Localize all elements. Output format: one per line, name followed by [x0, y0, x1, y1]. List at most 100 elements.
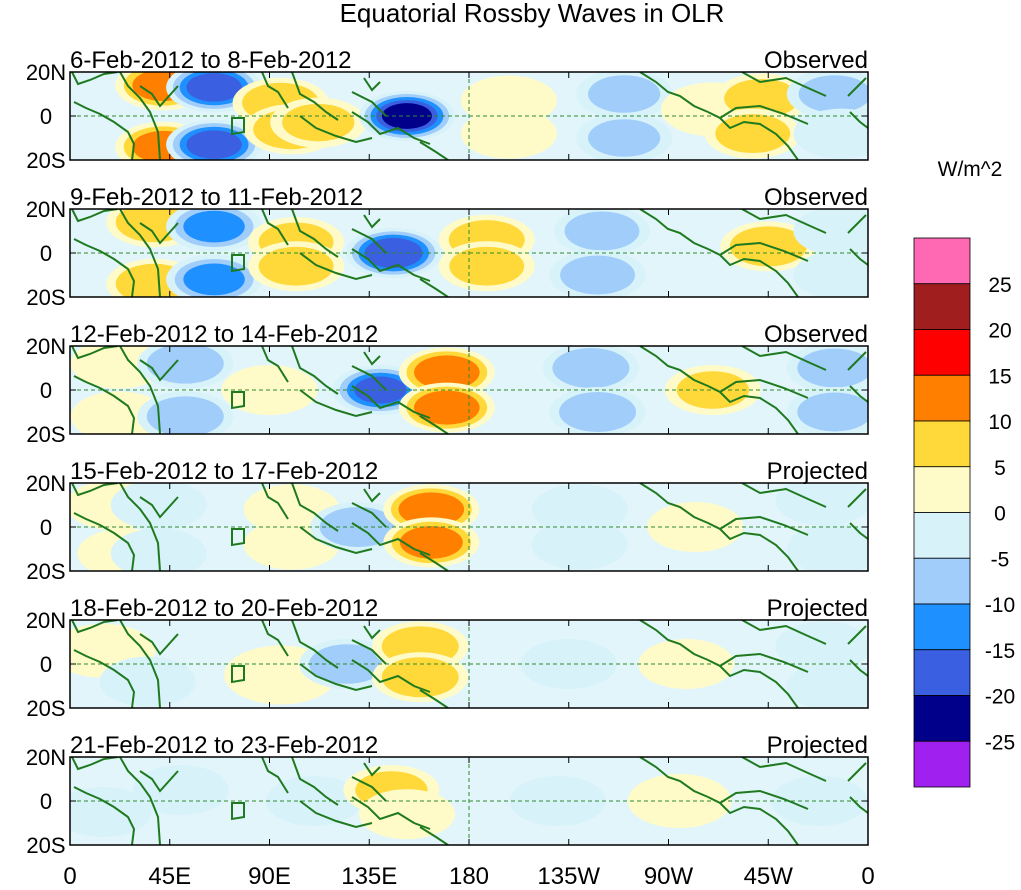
- y-tick-label: 20N: [26, 60, 66, 85]
- panel-4: 20N 0 20S 15-Feb-2012 to 17-Feb-2012 Project…: [26, 458, 869, 584]
- coastlines: [71, 620, 868, 708]
- anomaly-feature: [549, 250, 646, 297]
- coastline: [351, 502, 387, 528]
- coastline: [351, 776, 387, 802]
- contour-level: [775, 621, 868, 672]
- anomaly-feature: [775, 621, 868, 672]
- coastline: [847, 488, 867, 508]
- coastline: [707, 659, 799, 708]
- contour-level: [381, 657, 459, 698]
- coastline: [719, 378, 809, 399]
- coastline: [71, 209, 119, 223]
- contour-level: [265, 776, 362, 826]
- x-tick-label: 0: [861, 863, 874, 890]
- panel-status: Projected: [767, 732, 868, 759]
- anomaly-feature: [99, 656, 196, 707]
- anomaly-feature: [509, 776, 606, 826]
- coastline: [139, 770, 179, 793]
- coastline: [351, 91, 387, 117]
- contour-level: [183, 263, 245, 296]
- contour-level: [798, 75, 868, 113]
- coastline: [707, 111, 799, 160]
- coastline: [71, 72, 119, 86]
- coastline: [71, 346, 119, 360]
- coastline: [299, 526, 373, 555]
- anomaly-feature: [786, 524, 868, 571]
- anomaly-feature: [786, 346, 868, 393]
- anomaly-feature: [398, 347, 495, 398]
- coastline: [707, 385, 799, 434]
- contour-level: [786, 524, 868, 571]
- coastline: [291, 346, 339, 395]
- coastline: [351, 111, 431, 145]
- coastline: [741, 72, 827, 97]
- coastline: [73, 375, 136, 434]
- contour-level: [588, 119, 661, 157]
- x-tick-label: 180: [449, 863, 489, 890]
- coastline: [73, 512, 136, 571]
- anomaly-feature: [460, 108, 557, 159]
- anomaly-feature: [786, 72, 868, 119]
- coastlines: [71, 483, 868, 571]
- coastline: [719, 104, 809, 125]
- coastline: [719, 789, 809, 810]
- coastline: [849, 111, 868, 129]
- anomaly-feature: [270, 97, 367, 148]
- colorbar-label: 20: [988, 320, 1011, 343]
- coastline: [119, 72, 161, 160]
- coastline: [707, 796, 799, 845]
- coastline: [741, 757, 827, 782]
- colorbar-label: 15: [988, 365, 1011, 388]
- coastline: [351, 796, 431, 830]
- anomaly-feature: [554, 209, 650, 256]
- coastline: [419, 552, 449, 571]
- colorbar-label: 10: [988, 411, 1011, 434]
- contour-level: [398, 492, 465, 527]
- anomaly-feature: [132, 765, 229, 815]
- y-tick-label: 0: [40, 789, 52, 814]
- colorbar-swatch: [913, 329, 971, 376]
- coastline: [119, 757, 161, 845]
- anomaly-feature: [358, 789, 455, 840]
- panel-status: Observed: [764, 321, 868, 348]
- y-tick-label: 20S: [26, 559, 65, 584]
- coastline: [261, 757, 289, 794]
- contour-level: [564, 211, 640, 251]
- coastline: [419, 278, 449, 297]
- coastline: [351, 522, 431, 556]
- anomaly-feature: [704, 108, 801, 159]
- anomaly-feature: [299, 639, 396, 689]
- coastline: [363, 351, 381, 366]
- panel-status: Observed: [764, 184, 868, 211]
- coastline: [419, 689, 449, 708]
- coastline: [291, 483, 339, 532]
- y-tick-label: 20S: [26, 148, 65, 173]
- coastline: [639, 72, 709, 113]
- coastline: [291, 620, 339, 669]
- coastline: [261, 209, 289, 246]
- coastline: [419, 415, 449, 434]
- colorbar-units: W/m^2: [938, 158, 1003, 181]
- panel-date-range: 9-Feb-2012 to 11-Feb-2012: [70, 184, 363, 211]
- panel-status: Projected: [767, 595, 868, 622]
- colorbar-swatch: [913, 237, 971, 285]
- anomaly-feature: [793, 108, 868, 159]
- coastline: [741, 209, 827, 234]
- coastline: [847, 762, 867, 782]
- coastline: [363, 488, 381, 503]
- contour-level: [183, 210, 245, 243]
- coastline: [849, 796, 868, 814]
- coastline: [719, 652, 809, 673]
- contour-level: [309, 644, 386, 684]
- contour-level: [414, 390, 480, 425]
- contour-level: [531, 519, 628, 570]
- coastline: [299, 663, 373, 692]
- panel-5: 20N 0 20S 18-Feb-2012 to 20-Feb-2012 Project…: [26, 595, 869, 721]
- colorbar: W/m^2 25 20 15 10 5 0 -5 -10 -15 -20 -25: [913, 158, 1015, 788]
- coastline: [351, 248, 431, 282]
- panel-date-range: 12-Feb-2012 to 14-Feb-2012: [70, 321, 378, 348]
- coastline: [363, 625, 381, 640]
- coastlines: [71, 346, 868, 434]
- coastline: [639, 620, 709, 661]
